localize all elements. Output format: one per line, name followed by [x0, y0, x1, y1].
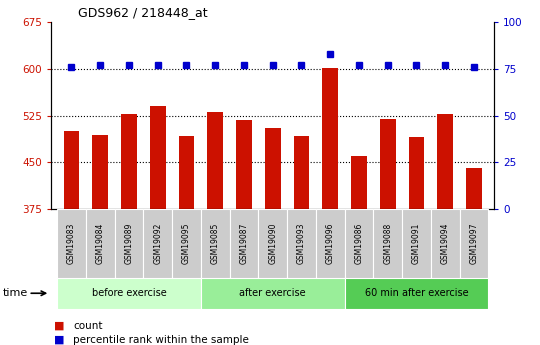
Text: GSM19087: GSM19087 [239, 223, 248, 264]
Bar [351, 156, 367, 209]
Bar [57, 278, 201, 309]
Text: GSM19095: GSM19095 [182, 223, 191, 264]
Text: GSM19085: GSM19085 [211, 223, 220, 264]
Text: GSM19089: GSM19089 [124, 223, 133, 264]
Text: GSM19090: GSM19090 [268, 223, 277, 264]
Bar [258, 209, 287, 278]
Bar [207, 112, 223, 209]
Bar [437, 114, 453, 209]
Bar [64, 131, 79, 209]
Text: ■: ■ [54, 321, 64, 331]
Text: 60 min after exercise: 60 min after exercise [364, 288, 468, 298]
Bar [322, 68, 338, 209]
Text: GSM19092: GSM19092 [153, 223, 162, 264]
Bar [201, 209, 230, 278]
Text: before exercise: before exercise [92, 288, 166, 298]
Bar [201, 278, 345, 309]
Text: ■: ■ [54, 335, 64, 345]
Bar [114, 209, 143, 278]
Bar [316, 209, 345, 278]
Bar [92, 136, 108, 209]
Bar [409, 137, 424, 209]
Bar [460, 209, 488, 278]
Bar [179, 136, 194, 209]
Bar [143, 209, 172, 278]
Bar [373, 209, 402, 278]
Bar [345, 209, 373, 278]
Bar [380, 119, 396, 209]
Text: percentile rank within the sample: percentile rank within the sample [73, 335, 249, 345]
Text: GSM19094: GSM19094 [441, 223, 450, 264]
Text: GSM19097: GSM19097 [469, 223, 478, 264]
Bar [345, 278, 488, 309]
Bar [121, 114, 137, 209]
Text: count: count [73, 321, 103, 331]
Bar [287, 209, 316, 278]
Bar [265, 128, 281, 209]
Text: GSM19084: GSM19084 [96, 223, 105, 264]
Bar [294, 136, 309, 209]
Bar [236, 120, 252, 209]
Bar [86, 209, 114, 278]
Text: GSM19088: GSM19088 [383, 223, 392, 264]
Bar [57, 209, 86, 278]
Text: GSM19083: GSM19083 [67, 223, 76, 264]
Text: GSM19096: GSM19096 [326, 223, 335, 264]
Bar [466, 168, 482, 209]
Text: after exercise: after exercise [239, 288, 306, 298]
Bar [150, 106, 166, 209]
Text: time: time [3, 288, 28, 298]
Bar [172, 209, 201, 278]
Text: GDS962 / 218448_at: GDS962 / 218448_at [78, 6, 208, 19]
Text: GSM19086: GSM19086 [354, 223, 363, 264]
Text: GSM19091: GSM19091 [412, 223, 421, 264]
Bar [230, 209, 258, 278]
Bar [402, 209, 431, 278]
Bar [431, 209, 460, 278]
Text: GSM19093: GSM19093 [297, 223, 306, 264]
